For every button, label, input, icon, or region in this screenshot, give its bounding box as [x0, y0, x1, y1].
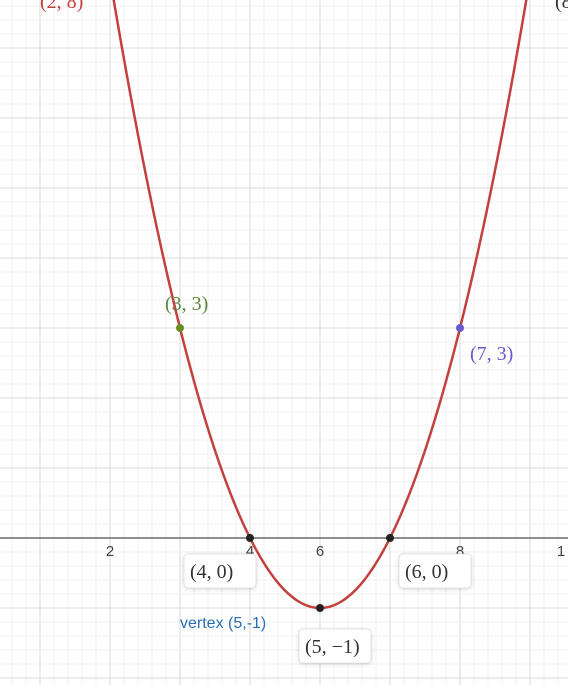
- x-tick-label: 2: [106, 543, 114, 560]
- point-p40: [246, 534, 254, 542]
- point-label-p5m1: (5, −1): [305, 636, 360, 658]
- point-label-p40: (4, 0): [190, 561, 233, 583]
- point-label-p73: (7, 3): [470, 343, 513, 365]
- point-label-p60: (6, 0): [405, 561, 448, 583]
- point-p73: [456, 324, 464, 332]
- parabola-chart: 24681(2, 8)(8, 8)(3, 3)(7, 3)(4, 0)(6, 0…: [0, 0, 568, 685]
- x-tick-label: 1: [557, 543, 565, 560]
- point-label-p28: (2, 8): [40, 0, 83, 13]
- chart-container: 24681(2, 8)(8, 8)(3, 3)(7, 3)(4, 0)(6, 0…: [0, 0, 568, 685]
- point-p33: [176, 324, 184, 332]
- vertex-annotation: vertex (5,-1): [180, 615, 266, 632]
- point-label-p88: (8, 8): [555, 0, 568, 13]
- x-tick-label: 6: [316, 543, 324, 560]
- point-label-p33: (3, 3): [165, 293, 208, 315]
- point-p5m1: [316, 604, 324, 612]
- point-p60: [386, 534, 394, 542]
